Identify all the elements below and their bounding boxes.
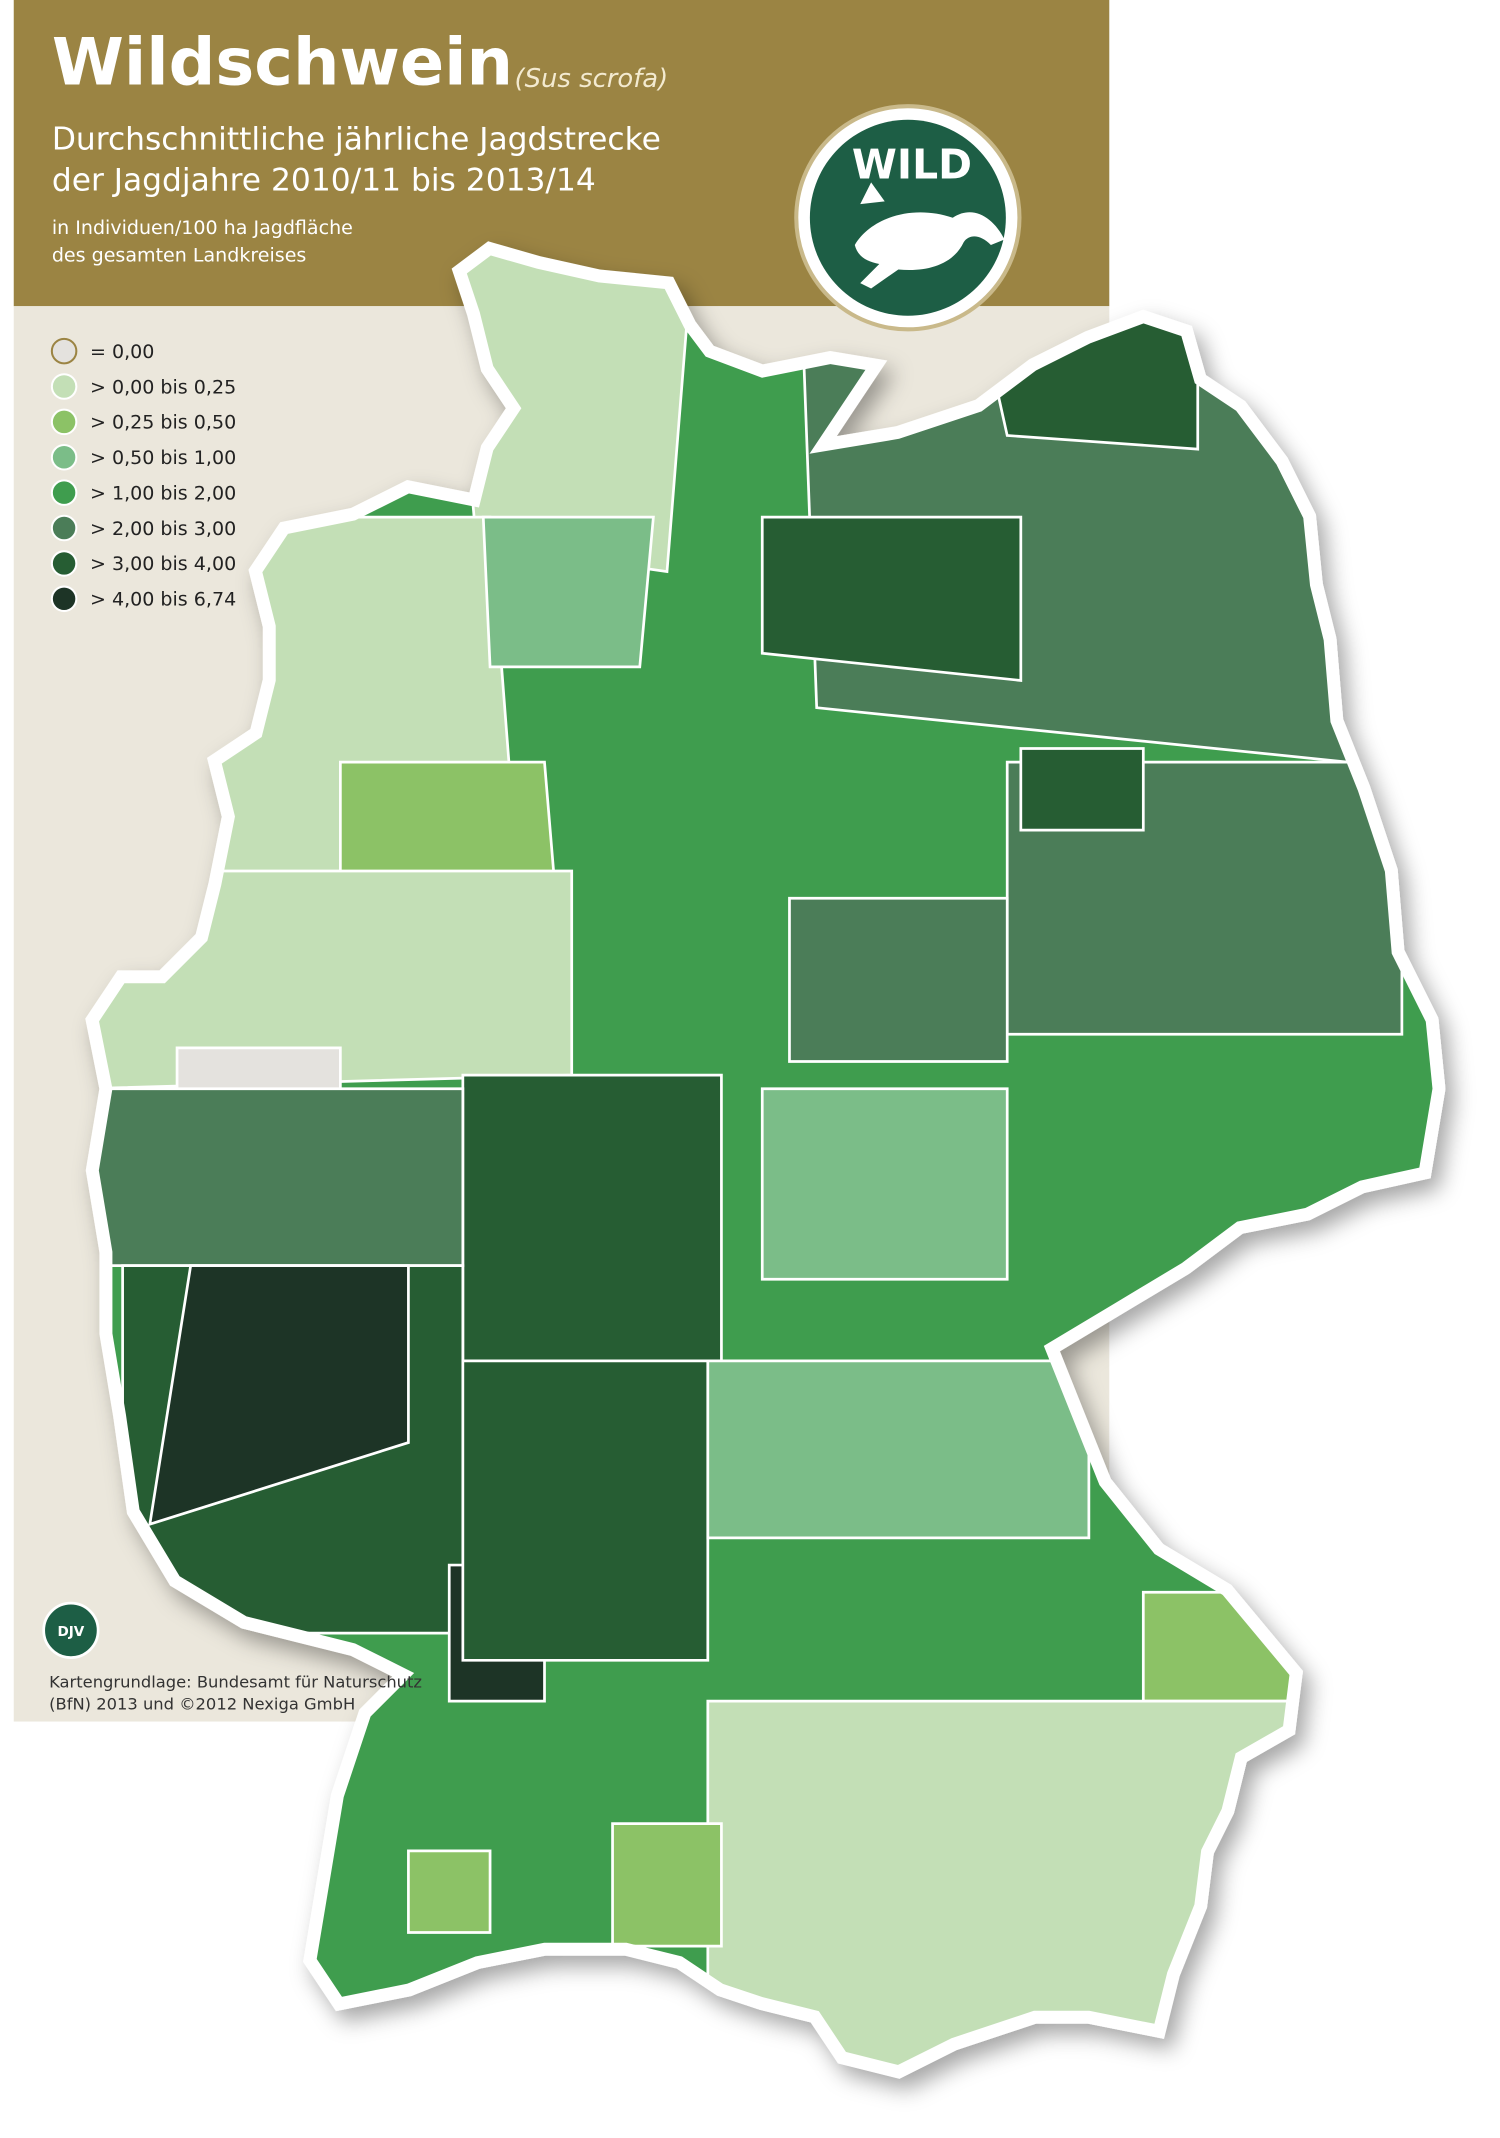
legend-label: = 0,00 <box>90 341 154 363</box>
unit-note: in Individuen/100 ha Jagdfläche <box>52 217 353 239</box>
legend-label: > 2,00 bis 3,00 <box>90 518 236 540</box>
legend-label: > 3,00 bis 4,00 <box>90 553 236 575</box>
region <box>706 1359 1091 1540</box>
legend-label: > 0,00 bis 0,25 <box>90 376 236 398</box>
legend-swatch <box>50 373 78 400</box>
logo-text: WILD <box>852 140 972 188</box>
region <box>760 1087 1009 1281</box>
legend-swatch <box>50 408 78 436</box>
title: Wildschwein <box>52 24 513 100</box>
region <box>1019 747 1145 832</box>
region <box>481 515 655 669</box>
legend-swatch <box>50 550 78 577</box>
legend: = 0,00 > 0,00 bis 0,25 > 0,25 bis 0,50 > 0,… <box>50 337 236 613</box>
legend-swatch <box>50 443 78 471</box>
region <box>461 1359 710 1662</box>
subtitle: der Jagdjahre 2010/11 bis 2013/14 <box>52 163 596 199</box>
legend-label: > 4,00 bis 6,74 <box>90 589 236 611</box>
legend-label: > 0,25 bis 0,50 <box>90 412 236 434</box>
region <box>461 1073 723 1363</box>
credits: Kartengrundlage: Bundesamt für Naturschu… <box>49 1673 422 1692</box>
legend-label: > 1,00 bis 2,00 <box>90 482 236 504</box>
legend-swatch <box>50 514 78 542</box>
wild-logo: WILD <box>794 104 1022 332</box>
species: (Sus scrofa) <box>515 64 669 94</box>
region <box>407 1849 492 1934</box>
region <box>95 1087 465 1268</box>
region <box>611 1822 723 1948</box>
subtitle: Durchschnittliche jährliche Jagdstrecke <box>52 122 661 158</box>
logo-hare <box>854 182 1005 289</box>
credits: (BfN) 2013 und ©2012 Nexiga GmbH <box>49 1694 355 1713</box>
djv-badge <box>42 1601 100 1659</box>
djv-text: DJV <box>57 1624 84 1640</box>
unit-note: des gesamten Landkreises <box>52 244 307 266</box>
legend-swatch <box>50 479 78 506</box>
legend-swatch <box>50 337 78 365</box>
legend-swatch <box>50 585 78 613</box>
region <box>760 515 1023 682</box>
germany-map <box>82 231 1457 2082</box>
region <box>788 896 1009 1063</box>
region <box>148 1264 410 1527</box>
legend-label: > 0,50 bis 1,00 <box>90 447 236 469</box>
